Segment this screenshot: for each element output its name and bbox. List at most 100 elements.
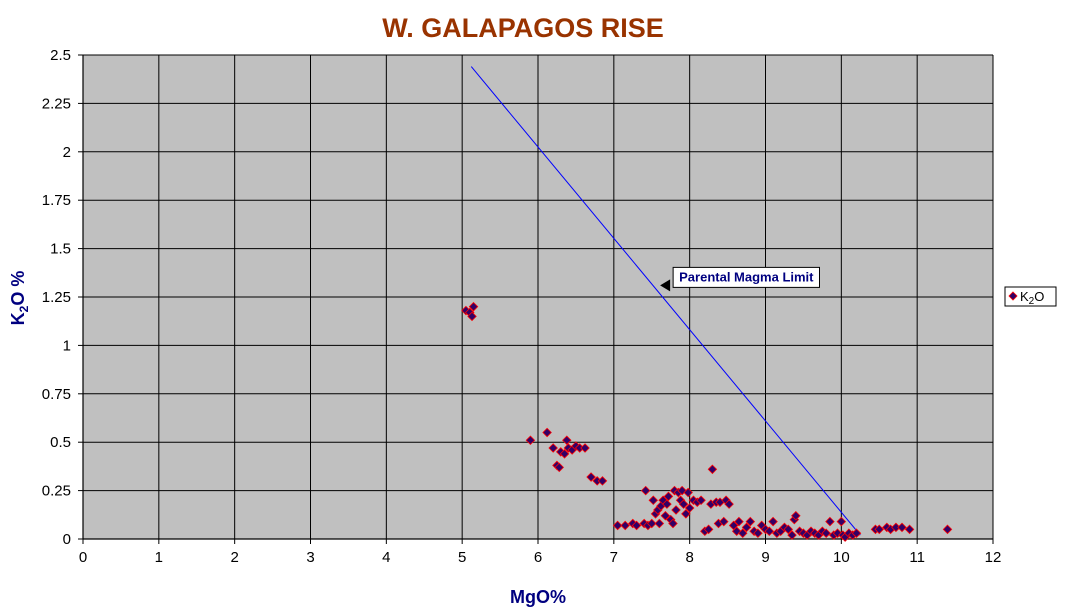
- data-point: [467, 311, 477, 322]
- annotation-pointer: [660, 279, 671, 292]
- y-axis-title-text: K2O %: [8, 271, 31, 326]
- data-point: [671, 505, 681, 515]
- data-point: [620, 520, 630, 531]
- series-lines: [470, 66, 861, 536]
- data-point: [825, 516, 835, 527]
- data-point: [660, 511, 671, 521]
- data-point: [768, 516, 778, 527]
- data-point: [681, 509, 691, 519]
- data-point: [631, 520, 642, 531]
- y-axis-title-k: K: [8, 312, 28, 325]
- legend-label-k: K: [1020, 289, 1029, 304]
- data-point: [586, 472, 596, 482]
- data-point: [648, 495, 659, 506]
- legend-label-rest: O: [1034, 289, 1044, 304]
- data-point: [612, 520, 623, 531]
- data-point: [832, 528, 843, 538]
- data-points: [461, 301, 953, 542]
- data-point: [696, 495, 706, 506]
- y-tick-label: 2.25: [42, 95, 71, 112]
- y-axis-title-rest: O %: [8, 271, 28, 306]
- data-point: [783, 524, 794, 535]
- data-point: [703, 524, 714, 535]
- data-point: [525, 435, 536, 446]
- y-axis-ticks: 0 0.25 0.5 0.75 1 1.25 1.5 1.75 2 2.25 2.5: [42, 47, 83, 548]
- data-point: [662, 499, 672, 509]
- x-tick-label: 7: [610, 549, 618, 566]
- data-point: [942, 524, 953, 535]
- chart-title: W. GALAPAGOS RISE: [382, 13, 664, 43]
- data-point: [597, 476, 608, 486]
- annotations: Parental Magma Limit: [660, 266, 820, 292]
- x-tick-label: 10: [833, 549, 850, 566]
- data-point: [663, 491, 674, 502]
- y-tick-label: 1.5: [50, 241, 71, 258]
- parental-magma-limit-line: [470, 66, 861, 536]
- data-point: [707, 464, 718, 475]
- x-axis-title: MgO%: [510, 587, 566, 607]
- x-tick-label: 3: [306, 549, 314, 566]
- data-point: [897, 522, 907, 533]
- y-tick-label: 1.75: [42, 192, 71, 209]
- x-tick-label: 0: [79, 549, 87, 566]
- x-tick-label: 6: [534, 549, 542, 566]
- y-tick-label: 0.5: [50, 434, 71, 451]
- data-point: [554, 462, 564, 473]
- data-point: [468, 301, 479, 312]
- legend-label-sub: 2: [1029, 296, 1035, 307]
- gridlines: [83, 54, 994, 539]
- legend-label: K2O: [1020, 289, 1044, 307]
- y-axis-title: K2O %: [8, 271, 31, 326]
- x-tick-label: 2: [230, 549, 238, 566]
- data-point: [904, 524, 915, 535]
- x-tick-label: 9: [761, 549, 769, 566]
- x-tick-label: 5: [458, 549, 466, 566]
- data-point: [548, 443, 558, 453]
- legend-box: [1004, 286, 1057, 307]
- x-tick-label: 1: [155, 549, 163, 566]
- y-tick-label: 0: [63, 531, 71, 548]
- x-tick-label: 12: [985, 549, 1002, 566]
- y-tick-label: 2: [63, 144, 71, 161]
- data-point: [684, 503, 695, 513]
- x-axis-ticks: 0 1 2 3 4 5 6 7 8 9 10 11 12: [79, 539, 1002, 566]
- annotation-label: Parental Magma Limit: [679, 269, 814, 284]
- x-tick-label: 8: [685, 549, 693, 566]
- data-point: [724, 499, 734, 509]
- data-point: [791, 511, 801, 521]
- y-tick-label: 2.5: [50, 47, 71, 64]
- data-point: [821, 528, 831, 538]
- data-point: [678, 499, 689, 509]
- x-tick-label: 4: [382, 549, 390, 566]
- x-tick-label: 11: [909, 549, 925, 566]
- y-tick-label: 1: [63, 337, 71, 354]
- data-point: [741, 522, 752, 533]
- data-point: [851, 528, 862, 538]
- y-tick-label: 1.25: [42, 289, 71, 306]
- data-point: [559, 449, 570, 459]
- y-axis-title-sub: 2: [17, 305, 31, 312]
- y-tick-label: 0.25: [42, 483, 71, 500]
- plot-area: Parental Magma Limit: [82, 54, 994, 542]
- data-point: [874, 524, 885, 535]
- data-point: [668, 518, 678, 529]
- data-point: [562, 435, 572, 446]
- data-point: [683, 487, 693, 498]
- annotation-box: [672, 266, 820, 288]
- data-point: [737, 528, 748, 538]
- data-point: [640, 485, 651, 496]
- data-point: [734, 516, 744, 527]
- y-tick-label: 0.75: [42, 386, 71, 403]
- legend-marker: [1008, 291, 1018, 301]
- data-point: [646, 518, 657, 529]
- data-point: [654, 518, 665, 529]
- data-point: [719, 516, 729, 527]
- data-point: [542, 427, 552, 438]
- data-point: [745, 516, 756, 527]
- legend: K2O: [1004, 286, 1057, 307]
- data-point: [836, 516, 847, 527]
- data-point: [764, 526, 775, 537]
- data-point: [753, 528, 763, 538]
